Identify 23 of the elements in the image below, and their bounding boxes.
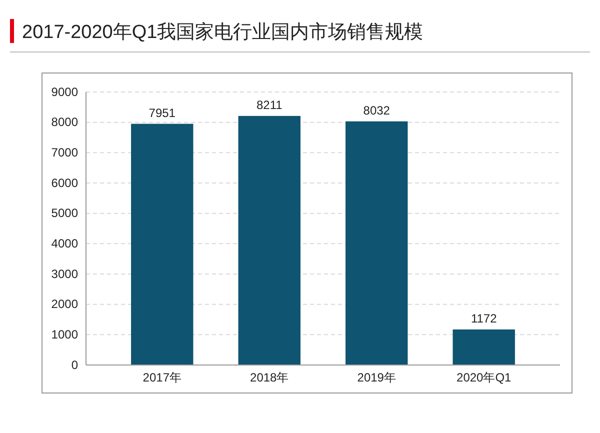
y-tick-label: 7000: [51, 146, 78, 160]
y-tick-label: 5000: [51, 206, 78, 220]
data-label: 7951: [148, 106, 176, 120]
y-tick-label: 8000: [51, 115, 78, 130]
y-tick-label: 2000: [51, 297, 78, 312]
x-tick-label: 2018年: [250, 370, 289, 385]
data-label: 8211: [256, 98, 283, 112]
y-tick-label: 3000: [51, 266, 78, 281]
x-tick-label: 2020年Q1: [456, 370, 512, 385]
y-tick-label: 4000: [51, 236, 78, 251]
x-tick-label: 2017年: [142, 370, 182, 385]
data-label: 8032: [363, 103, 390, 118]
chart-title: 2017-2020年Q1我国家电行业国内市场销售规模: [22, 21, 424, 43]
x-tick-label: 2019年: [357, 370, 396, 385]
y-tick-label: 0: [71, 358, 78, 372]
bar: [131, 124, 194, 365]
bar: [452, 329, 515, 365]
bar: [346, 121, 408, 365]
y-tick-label: 6000: [51, 176, 78, 190]
y-tick-label: 9000: [51, 84, 78, 99]
bar: [238, 116, 300, 365]
data-label: 1172: [470, 311, 498, 326]
y-tick-label: 1000: [51, 328, 78, 342]
